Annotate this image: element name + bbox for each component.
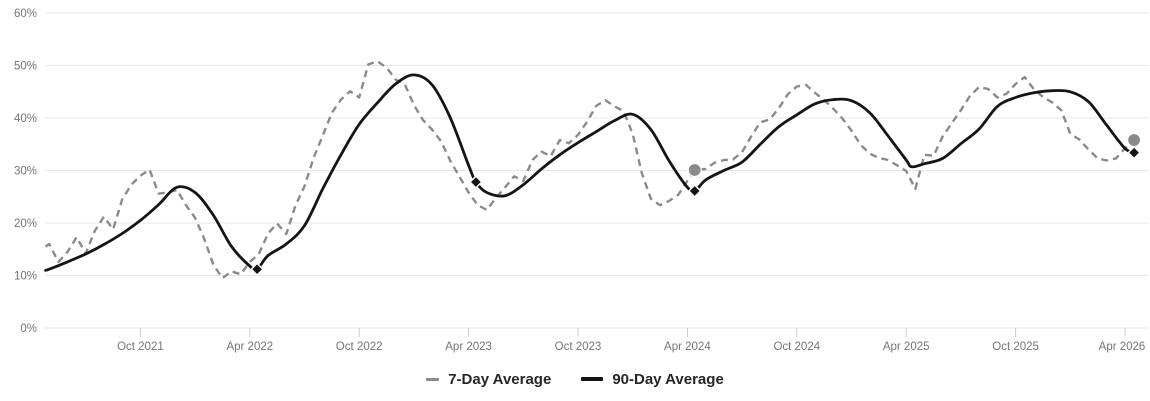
legend-item-90-day-average[interactable]: 90-Day Average	[581, 370, 724, 388]
x-tick-label: Oct 2021	[117, 341, 164, 353]
diamond-marker-90-day	[469, 175, 483, 189]
line-90-day-average	[44, 73, 1136, 272]
solid-line-swatch-icon	[581, 377, 604, 381]
y-tick-label: 10%	[14, 271, 37, 283]
legend-label-7-day-average: 7-Day Average	[448, 370, 552, 388]
legend-item-7-day-average[interactable]: 7-Day Average	[426, 371, 551, 388]
diamond-marker-90-day	[1127, 145, 1141, 160]
y-axis-labels: 0% 10% 20% 30% 40% 50% 60%	[14, 8, 37, 335]
x-axis: Oct 2021 Apr 2022 Oct 2022 Apr 2023 Oct 2023…	[117, 328, 1145, 353]
diamond-marker-90-day	[687, 184, 702, 198]
y-tick-label: 60%	[14, 8, 37, 20]
legend-label-90-day-average: 90-Day Average	[612, 370, 724, 388]
x-tick-label: Apr 2022	[226, 341, 273, 353]
y-tick-label: 30%	[14, 166, 37, 178]
gridlines	[45, 12, 1148, 329]
trend-line-chart: 0%10%20%30%40%50%60%Oct 2021 Apr 2022 Oct …	[14, 8, 1148, 353]
x-tick-label: Oct 2025	[992, 341, 1039, 353]
x-tick-label: Oct 2024	[773, 341, 820, 353]
x-tick-label: Oct 2023	[555, 341, 602, 353]
line-7-day-average	[44, 60, 1135, 280]
data-point-markers	[250, 132, 1142, 276]
x-tick-label: Apr 2024	[664, 341, 711, 353]
x-tick-label: Apr 2026	[1099, 341, 1146, 353]
chart-legend: 7-Day Average 90-Day Average	[0, 364, 1150, 394]
dashed-line-swatch-icon	[426, 377, 440, 381]
y-tick-label: 40%	[14, 113, 37, 125]
y-tick-label: 20%	[14, 218, 37, 230]
circle-marker-7-day	[687, 162, 702, 178]
diamond-marker-90-day	[250, 262, 264, 276]
x-tick-label: Apr 2023	[445, 341, 492, 353]
x-tick-label: Oct 2022	[336, 341, 383, 353]
circle-marker-7-day	[1127, 132, 1142, 148]
x-tick-label: Apr 2025	[883, 341, 930, 353]
y-tick-label: 50%	[14, 61, 37, 73]
y-tick-label: 0%	[20, 323, 37, 335]
